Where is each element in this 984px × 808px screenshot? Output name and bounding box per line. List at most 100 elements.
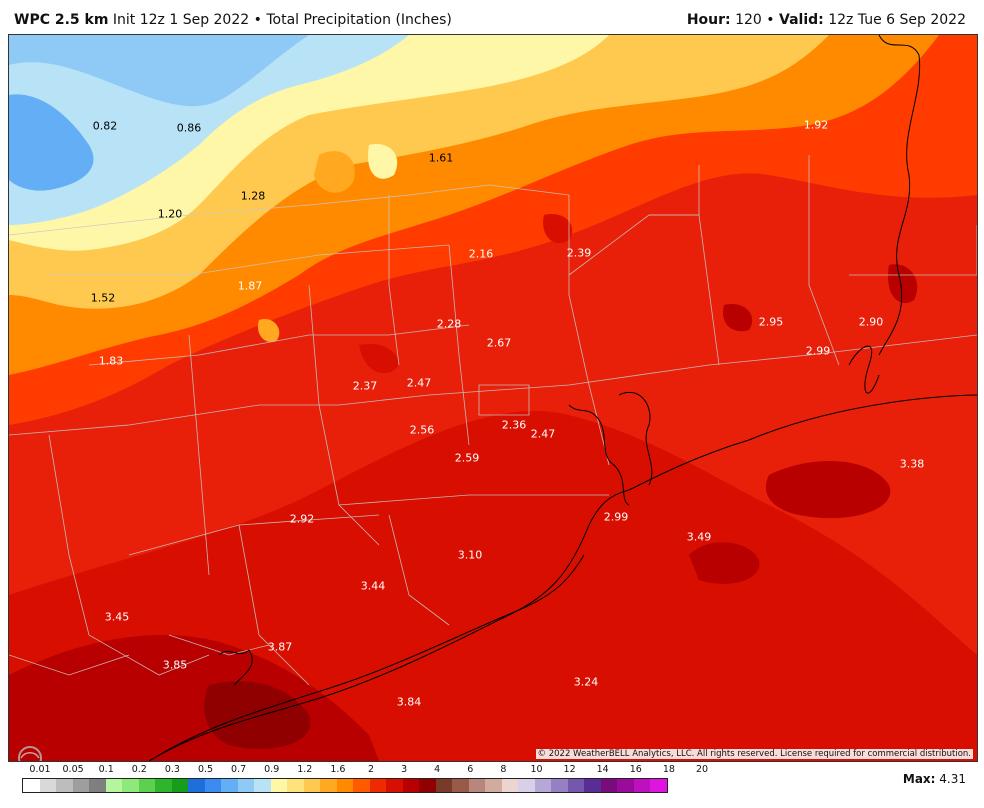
value-label: 3.24 [573, 675, 599, 689]
legend-tick-label: 12 [563, 764, 576, 775]
value-label: 0.86 [176, 121, 202, 135]
value-label: 2.47 [530, 427, 556, 441]
legend-swatch [56, 779, 73, 792]
legend-swatch [435, 779, 452, 792]
legend-swatch [600, 779, 617, 792]
legend-swatch [617, 779, 634, 792]
value-label: 1.61 [428, 151, 454, 165]
valid-time-info: Hour: 120 • Valid: 12z Tue 6 Sep 2022 [687, 12, 966, 28]
legend-tick-label: 18 [662, 764, 675, 775]
legend-swatch [386, 779, 403, 792]
legend-swatch [270, 779, 287, 792]
legend-swatch [551, 779, 568, 792]
value-label: 3.84 [396, 695, 422, 709]
value-label: 1.28 [240, 189, 266, 203]
valid-separator: • [766, 12, 775, 28]
legend-color-bar [22, 778, 668, 793]
value-label: 3.87 [267, 640, 293, 654]
value-label: 3.10 [457, 548, 483, 562]
legend-tick-label: 6 [467, 764, 474, 775]
legend-tick-label: 0.2 [131, 764, 147, 775]
value-label: 2.95 [758, 315, 784, 329]
value-label: 2.92 [289, 512, 315, 526]
legend-swatch [23, 779, 40, 792]
weatherbell-logo-mark [18, 746, 42, 761]
hour-label: Hour: [686, 12, 731, 28]
legend-swatch [353, 779, 370, 792]
value-label: 2.47 [406, 376, 432, 390]
legend-tick-label: 0.01 [29, 764, 51, 775]
legend-swatch [221, 779, 238, 792]
value-label: 2.16 [468, 247, 494, 261]
legend-tick-label: 0.9 [264, 764, 280, 775]
legend-tick-label: 2 [367, 764, 375, 775]
legend-swatch [254, 779, 271, 792]
legend-swatch [204, 779, 221, 792]
legend-tick-label: 8 [500, 764, 507, 775]
value-label: 1.92 [803, 118, 829, 132]
value-label: 2.56 [409, 423, 435, 437]
product-name: Total Precipitation (Inches) [266, 12, 452, 28]
legend-tick-label: 4 [434, 764, 441, 775]
legend-tick-label: 1.2 [297, 764, 313, 775]
legend-swatch [188, 779, 205, 792]
legend-swatch [138, 779, 155, 792]
legend-swatch [402, 779, 419, 792]
legend-tick-labels: 0.01 0.05 0.1 0.2 0.3 0.5 0.7 0.9 1.2 1.6 2 3 4 6 8 10 1… [22, 764, 708, 778]
value-label: 3.38 [899, 457, 925, 471]
legend-swatch [369, 779, 386, 792]
value-label: 3.44 [360, 579, 386, 593]
valid-value: 12z Tue 6 Sep 2022 [828, 12, 966, 28]
legend-tick-label: 0.05 [62, 764, 84, 775]
legend-swatch [72, 779, 89, 792]
header-bar: WPC 2.5 km Init 12z 1 Sep 2022 • Total P… [0, 0, 984, 36]
precip-contours [9, 35, 977, 761]
title-separator: • [253, 12, 262, 28]
legend-swatch [518, 779, 535, 792]
legend-tick-label: 10 [530, 764, 543, 775]
legend-tick-label: 3 [401, 764, 408, 775]
legend-tick-label: 1.6 [330, 764, 346, 775]
legend-swatch [452, 779, 469, 792]
value-label: 2.28 [436, 317, 462, 331]
init-time: Init 12z 1 Sep 2022 [112, 12, 250, 28]
legend-swatch [633, 779, 650, 792]
max-number: 4.31 [939, 772, 966, 786]
value-label: 2.36 [501, 418, 527, 432]
legend-swatch [303, 779, 320, 792]
legend-swatch [468, 779, 485, 792]
max-value: Max: 4.31 [903, 772, 966, 786]
legend-tick-label: 20 [695, 764, 709, 775]
legend-swatch [501, 779, 518, 792]
legend-swatch [122, 779, 139, 792]
legend-swatch [171, 779, 188, 792]
legend-tick-label: 0.1 [98, 764, 114, 775]
max-label: Max: [902, 772, 936, 786]
value-label: 2.67 [486, 336, 512, 350]
value-label: 1.87 [237, 279, 263, 293]
legend-tick-label: 0.3 [164, 764, 180, 775]
value-label: 2.99 [805, 344, 831, 358]
model-name: WPC 2.5 km [14, 12, 109, 28]
legend-swatch [39, 779, 56, 792]
legend-swatch [650, 779, 667, 792]
legend-tick-label: 0.5 [197, 764, 214, 775]
value-label: 1.20 [157, 207, 183, 221]
value-label: 1.52 [90, 291, 116, 305]
legend-swatch [89, 779, 106, 792]
legend-swatch [584, 779, 601, 792]
legend-tick-label: 0.7 [231, 764, 247, 775]
legend-tick-label: 16 [629, 764, 642, 775]
value-label: 2.37 [352, 379, 378, 393]
legend-swatch [237, 779, 254, 792]
legend-swatch [287, 779, 304, 792]
precipitation-map: 0.82 0.86 1.61 1.92 1.28 1.20 2.16 2.39 … [8, 34, 978, 762]
copyright-notice: © 2022 WeatherBELL Analytics, LLC. All r… [535, 749, 973, 759]
valid-label: Valid: [779, 12, 824, 28]
hour-value: 120 [735, 12, 762, 28]
chart-title: WPC 2.5 km Init 12z 1 Sep 2022 • Total P… [14, 12, 452, 28]
legend-swatch [567, 779, 584, 792]
legend-swatch [336, 779, 353, 792]
legend-swatch [155, 779, 172, 792]
value-label: 2.99 [603, 510, 629, 524]
